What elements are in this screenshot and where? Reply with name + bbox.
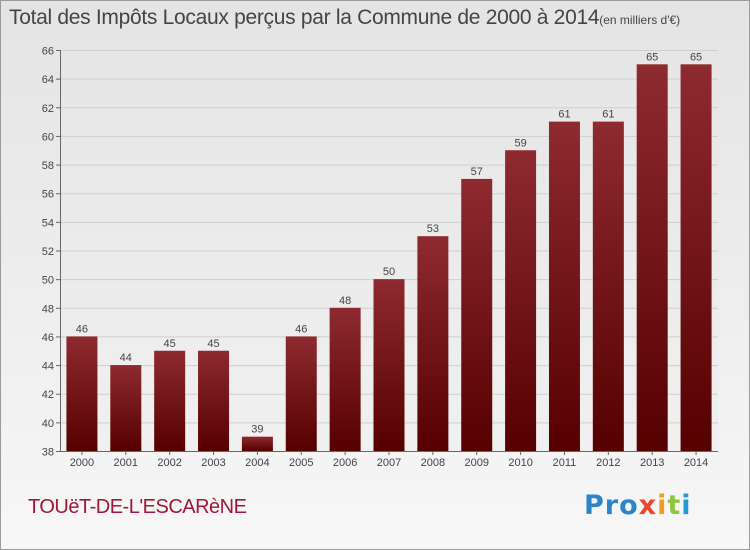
x-tick-label-2000: 2000 bbox=[70, 457, 94, 469]
value-label-2008: 53 bbox=[427, 223, 439, 235]
bar-2004 bbox=[241, 436, 273, 451]
value-label-2001: 44 bbox=[120, 352, 132, 364]
bar-2010 bbox=[505, 150, 537, 451]
logo-part: x bbox=[638, 490, 658, 521]
logo-part: t bbox=[667, 490, 682, 521]
value-label-2002: 45 bbox=[164, 338, 176, 350]
bar-2005 bbox=[285, 336, 317, 451]
bar-2014 bbox=[680, 64, 712, 452]
y-tick-label: 40 bbox=[42, 418, 54, 430]
value-label-2003: 45 bbox=[207, 338, 219, 350]
x-tick-label-2005: 2005 bbox=[289, 457, 313, 469]
x-tick-label-2013: 2013 bbox=[640, 457, 664, 469]
chart-title: Total des Impôts Locaux perçus par la Co… bbox=[9, 6, 680, 30]
value-label-2014: 65 bbox=[690, 51, 702, 63]
y-tick-label: 62 bbox=[42, 103, 54, 115]
x-tick-label-2001: 2001 bbox=[114, 457, 138, 469]
x-tick-label-2004: 2004 bbox=[245, 457, 269, 469]
bar-2006 bbox=[329, 307, 361, 451]
bar-layer bbox=[66, 64, 712, 452]
x-tick-label-2011: 2011 bbox=[553, 457, 577, 469]
y-tick-label: 46 bbox=[42, 332, 54, 344]
y-tick-label: 58 bbox=[42, 160, 54, 172]
value-label-2004: 39 bbox=[251, 424, 263, 436]
axis-layer: 38 40 42 44 46 48 50 52 54 56 58 60 62 64 66 bbox=[42, 46, 718, 459]
bar-2012 bbox=[592, 121, 624, 451]
bar-2002 bbox=[154, 350, 186, 451]
title-text: Total des Impôts Locaux perçus par la Co… bbox=[9, 6, 600, 29]
value-label-2010: 59 bbox=[514, 137, 526, 149]
bar-2001 bbox=[110, 365, 142, 451]
x-tick-label-2008: 2008 bbox=[421, 457, 445, 469]
x-tick-label-2010: 2010 bbox=[508, 457, 532, 469]
commune-name: TOUëT-DE-L'ESCARèNE bbox=[28, 496, 247, 518]
y-tick-label: 38 bbox=[42, 447, 54, 459]
value-label-2007: 50 bbox=[383, 266, 395, 278]
value-label-2009: 57 bbox=[471, 166, 483, 178]
label-layer: 46 2000 44 2001 45 2002 45 2003 39 2004 46 2005 48 20… bbox=[70, 51, 709, 469]
y-tick-label: 66 bbox=[42, 46, 54, 58]
y-tick-label: 54 bbox=[42, 217, 54, 229]
x-tick-label-2012: 2012 bbox=[596, 457, 620, 469]
x-tick-label-2014: 2014 bbox=[684, 457, 708, 469]
x-tick-label-2003: 2003 bbox=[201, 457, 225, 469]
value-label-2011: 61 bbox=[558, 109, 570, 121]
bar-2009 bbox=[461, 178, 493, 451]
x-tick-label-2006: 2006 bbox=[333, 457, 357, 469]
x-tick-label-2009: 2009 bbox=[464, 457, 488, 469]
value-label-2012: 61 bbox=[602, 109, 614, 121]
logo-part: i bbox=[681, 490, 692, 521]
y-tick-label: 56 bbox=[42, 189, 54, 201]
bar-2013 bbox=[636, 64, 668, 452]
value-label-2006: 48 bbox=[339, 295, 351, 307]
x-tick-label-2007: 2007 bbox=[377, 457, 401, 469]
value-label-2000: 46 bbox=[76, 323, 88, 335]
y-tick-label: 50 bbox=[42, 275, 54, 287]
bar-2000 bbox=[66, 336, 98, 451]
x-tick-label-2002: 2002 bbox=[157, 457, 181, 469]
logo-part: i bbox=[657, 490, 668, 521]
y-tick-label: 42 bbox=[42, 389, 54, 401]
title-unit: (en milliers d'€) bbox=[599, 13, 681, 27]
y-tick-label: 52 bbox=[42, 246, 54, 258]
y-tick-label: 64 bbox=[42, 74, 54, 86]
bar-2007 bbox=[373, 279, 405, 451]
value-label-2013: 65 bbox=[646, 51, 658, 63]
y-tick-label: 48 bbox=[42, 303, 54, 315]
logo-part: Pro bbox=[584, 490, 639, 521]
y-tick-label: 44 bbox=[42, 361, 54, 373]
bar-2008 bbox=[417, 236, 449, 451]
bar-2003 bbox=[198, 350, 230, 451]
y-tick-label: 60 bbox=[42, 131, 54, 143]
value-label-2005: 46 bbox=[295, 323, 307, 335]
bar-2011 bbox=[548, 121, 580, 451]
proxiti-logo: Proxiti bbox=[584, 490, 692, 521]
